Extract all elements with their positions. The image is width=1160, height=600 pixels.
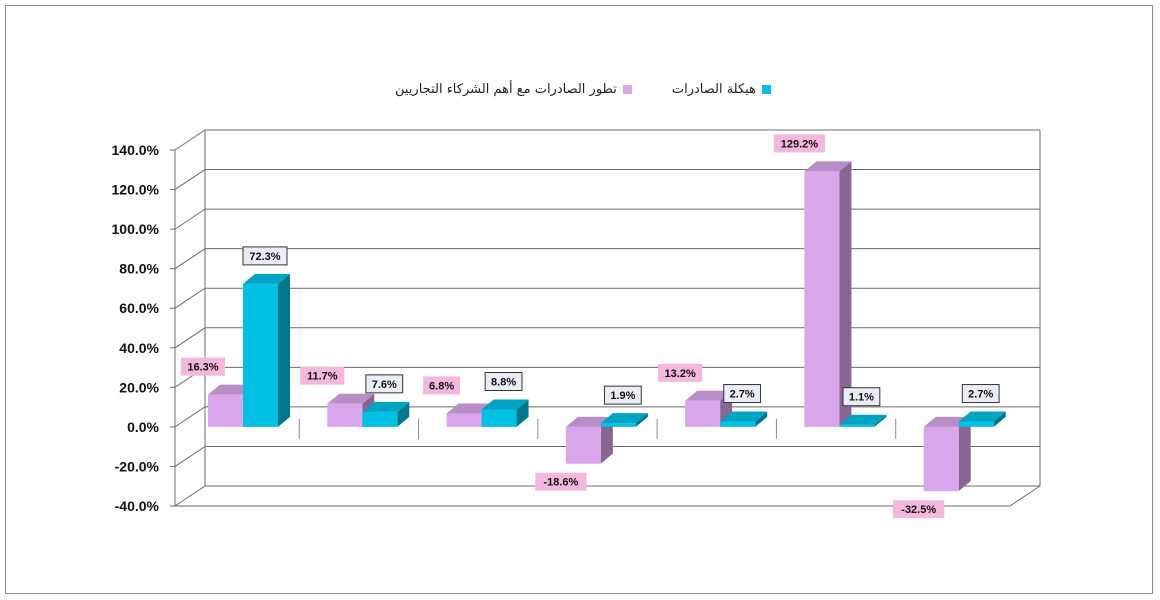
- bar-series-1: [923, 426, 959, 492]
- gridline: [174, 169, 1040, 190]
- data-label-box-series-1: [423, 376, 460, 395]
- gridline: [174, 327, 1040, 349]
- bar-top-series-1: [685, 390, 733, 401]
- bar-top-series-2: [243, 273, 290, 284]
- data-label-box-series-2: [961, 384, 1000, 404]
- bar-series-2: [839, 424, 875, 427]
- legend-item-series-2: هيكلة الصادرات: [672, 82, 771, 97]
- bar-series-1: [327, 403, 363, 427]
- data-label-series-2: 2.7%: [968, 389, 993, 401]
- data-label-box-series-1: [893, 500, 945, 519]
- y-tick-label: 140.0%: [112, 142, 160, 158]
- legend-item-series-1: تطور الصادرات مع أهم الشركاء التجاريين: [395, 82, 632, 97]
- gridline: [174, 129, 1040, 151]
- y-tick-label: 60.0%: [119, 300, 159, 316]
- data-label-series-1: -32.5%: [901, 504, 936, 516]
- bar-top-series-1: [804, 161, 852, 172]
- data-label-box-series-1: [658, 363, 703, 382]
- data-label-series-1: -18.6%: [543, 477, 578, 489]
- chart-area: [5, 5, 1153, 594]
- bar-top-series-2: [481, 399, 529, 410]
- y-tick-label: 40.0%: [119, 340, 159, 356]
- bar-side-series-2: [516, 399, 529, 427]
- bar-top-series-2: [720, 411, 768, 422]
- y-tick-label: -20.0%: [115, 458, 160, 474]
- chart-legend: تطور الصادرات مع أهم الشركاء التجاريين ه…: [395, 79, 771, 99]
- bar-series-1: [804, 171, 840, 427]
- bar-series-2: [958, 421, 994, 427]
- legend-swatch-series-1: [622, 84, 632, 94]
- y-tick-label: 20.0%: [119, 379, 159, 395]
- data-label-box-series-1: [181, 357, 225, 376]
- bar-series-2: [362, 411, 398, 427]
- data-label-series-2: 8.8%: [491, 376, 516, 388]
- bar-series-2: [481, 409, 517, 427]
- data-label-series-1: 11.7%: [307, 371, 338, 383]
- gridline: [174, 287, 1040, 309]
- data-label-box-series-2: [484, 371, 523, 391]
- data-label-box-series-2: [842, 387, 881, 407]
- bar-side-series-2: [397, 401, 410, 427]
- bar-top-series-2: [958, 411, 1006, 422]
- bar-side-series-2: [755, 411, 768, 427]
- bar-side-series-1: [958, 416, 971, 492]
- data-label-series-2: 72.3%: [249, 251, 280, 263]
- bar-series-1: [685, 400, 721, 427]
- gridline: [174, 208, 1040, 230]
- data-label-series-2: 7.6%: [372, 379, 397, 391]
- bar-series-1: [565, 426, 601, 464]
- y-tick-label: 120.0%: [112, 182, 160, 198]
- data-label-box-series-1: [535, 472, 587, 491]
- bar-top-series-2: [839, 414, 887, 425]
- data-label-box-series-2: [242, 246, 288, 266]
- data-label-series-1: 16.3%: [187, 362, 218, 374]
- legend-label-series-2: هيكلة الصادرات: [671, 81, 756, 97]
- data-label-series-2: 2.7%: [730, 389, 755, 401]
- data-label-series-2: 1.9%: [610, 390, 635, 402]
- data-label-series-1: 13.2%: [665, 368, 696, 380]
- bar-top-series-1: [327, 393, 375, 404]
- data-label-box-series-1: [300, 366, 345, 385]
- data-label-series-1: 6.8%: [429, 380, 454, 392]
- data-label-box-series-2: [365, 374, 404, 394]
- bar-top-series-2: [600, 413, 648, 424]
- legend-swatch-series-2: [761, 84, 771, 94]
- y-tick-label: 80.0%: [119, 261, 159, 277]
- bar-series-1: [446, 413, 482, 427]
- bar-side-series-2: [278, 273, 290, 427]
- legend-label-series-1: تطور الصادرات مع أهم الشركاء التجاريين: [395, 81, 617, 97]
- y-tick-label: -40.0%: [115, 498, 160, 514]
- bar-series-1: [208, 394, 243, 427]
- bar-side-series-2: [635, 413, 648, 427]
- bar-top-series-2: [362, 401, 410, 412]
- data-label-box-series-2: [603, 385, 642, 405]
- bar-side-series-2: [993, 411, 1006, 427]
- bar-series-2: [600, 423, 636, 427]
- data-label-box-series-2: [723, 384, 762, 404]
- data-label-box-series-1: [773, 134, 826, 153]
- y-tick-label: 100.0%: [112, 221, 160, 237]
- data-label-series-1: 129.2%: [781, 138, 819, 150]
- y-tick-label: 0.0%: [127, 419, 159, 435]
- bar-series-2: [720, 421, 756, 427]
- bar-side-series-2: [874, 414, 887, 427]
- gridline: [174, 248, 1040, 270]
- floor-edge: [175, 485, 1041, 507]
- data-label-series-2: 1.1%: [849, 392, 874, 404]
- bar-side-series-1: [600, 416, 613, 464]
- bar-series-2: [243, 283, 278, 427]
- bar-side-series-1: [839, 161, 852, 427]
